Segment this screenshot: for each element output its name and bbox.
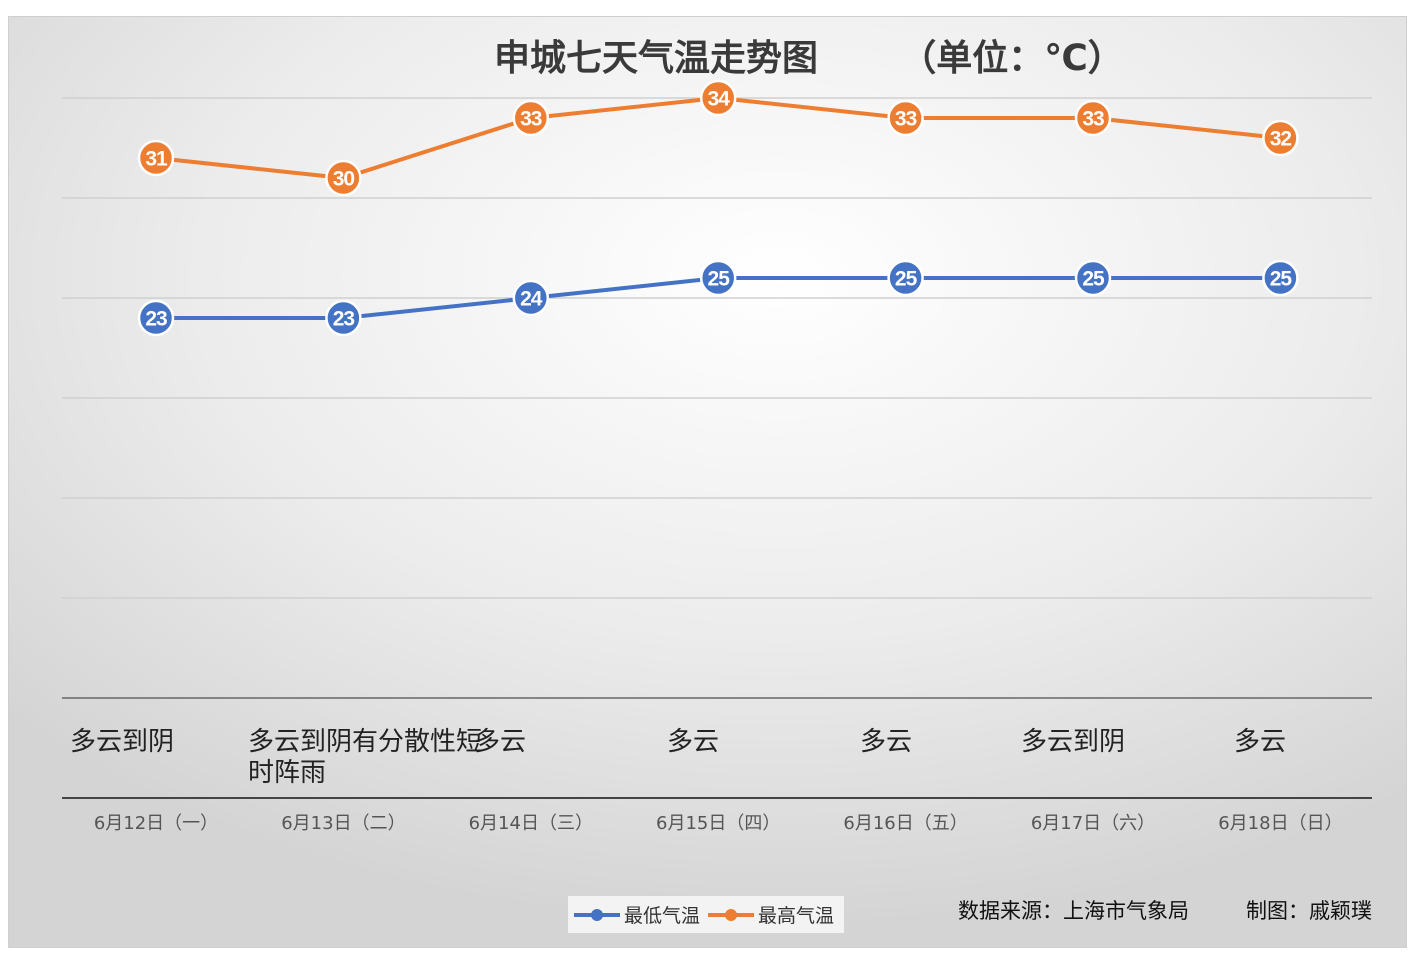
condition-label: 多云到阴有分散性短时阵雨 (248, 727, 482, 788)
condition-label: 多云 (860, 727, 912, 757)
condition-label: 多云 (474, 727, 526, 757)
data-source: 数据来源：上海市气象局 (958, 899, 1189, 923)
data-point (1262, 119, 1299, 157)
chart-unit-label: （单位：℃） (900, 38, 1124, 79)
x-tick-label: 6月17日（六） (1031, 813, 1155, 834)
data-point (325, 299, 362, 337)
data-label: 25 (1082, 268, 1105, 291)
data-point (512, 99, 550, 137)
data-label: 32 (1270, 128, 1292, 151)
data-point (137, 299, 175, 337)
data-point (1074, 259, 1112, 297)
data-label: 33 (895, 108, 917, 131)
legend: 最低气温 最高气温 (568, 896, 844, 933)
condition-label: 多云 (667, 727, 719, 757)
data-point (137, 139, 175, 177)
chart-credit: 制图：戚颖璞 (1246, 899, 1372, 923)
data-label: 23 (333, 308, 355, 331)
legend-label: 最高气温 (758, 905, 834, 927)
data-label: 25 (708, 268, 731, 291)
chart-frame (8, 16, 1407, 948)
data-point (512, 279, 550, 317)
data-label: 25 (895, 268, 918, 291)
legend-swatch-marker (725, 909, 737, 921)
x-tick-label: 6月12日（一） (94, 813, 218, 834)
x-tick-label: 6月18日（日） (1218, 813, 1342, 834)
data-point (1074, 99, 1112, 137)
x-tick-label: 6月14日（三） (469, 813, 593, 834)
data-label: 31 (145, 148, 168, 171)
x-axis-labels: 6月12日（一） 6月13日（二） 6月14日（三） 6月15日（四） 6月16日（五）… (94, 813, 1343, 834)
gridlines (62, 97, 1372, 699)
data-point (325, 159, 362, 197)
condition-label: 多云 (1234, 727, 1286, 757)
data-point (1262, 259, 1299, 297)
data-label: 34 (708, 88, 731, 111)
x-tick-label: 6月13日（二） (281, 813, 405, 834)
data-point (699, 79, 737, 117)
data-label: 24 (520, 288, 543, 311)
legend-swatch-marker (591, 909, 603, 921)
data-point (699, 259, 737, 297)
data-label: 33 (1082, 108, 1104, 131)
chart-title: 申城七天气温走势图 (494, 38, 818, 79)
data-point (887, 99, 924, 137)
legend-label: 最低气温 (624, 905, 700, 927)
data-label: 33 (520, 108, 542, 131)
data-label: 23 (145, 308, 167, 331)
data-point (887, 259, 924, 297)
x-tick-label: 6月16日（五） (843, 813, 967, 834)
condition-label: 多云到阴 (70, 727, 174, 757)
data-label: 25 (1270, 268, 1293, 291)
series-group: 23 23 24 25 25 25 25 31 30 33 34 33 33 32 (137, 79, 1299, 337)
x-tick-label: 6月15日（四） (656, 813, 780, 834)
data-label: 30 (333, 168, 355, 191)
condition-label: 多云到阴 (1021, 727, 1125, 757)
